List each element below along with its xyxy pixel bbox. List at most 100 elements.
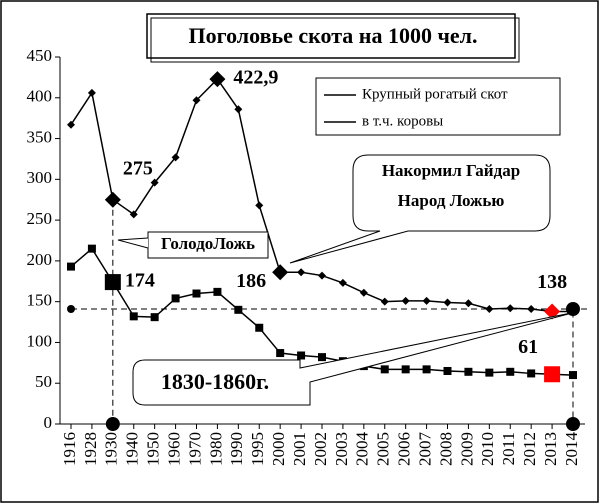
x-tick-label: 2005 <box>374 432 393 466</box>
marker <box>255 323 264 332</box>
x-tick-label: 2004 <box>353 432 372 467</box>
chart-title: Поголовье скота на 1000 чел. <box>189 23 478 48</box>
marker <box>485 305 494 314</box>
marker <box>297 351 306 360</box>
y-tick-label: 450 <box>27 46 53 65</box>
marker <box>544 366 561 383</box>
x-tick-label: 1995 <box>248 432 267 466</box>
marker <box>359 288 368 297</box>
reference-dot <box>67 305 75 314</box>
y-tick-label: 100 <box>27 331 53 350</box>
y-tick-label: 250 <box>27 209 53 228</box>
marker <box>318 353 326 362</box>
data-label: 61 <box>518 336 538 358</box>
x-tick-label: 2001 <box>290 432 309 466</box>
x-tick-label: 2006 <box>395 432 414 466</box>
marker <box>192 289 201 298</box>
x-tick-label: 1940 <box>123 432 142 466</box>
x-tick-label: 2014 <box>562 432 581 467</box>
marker <box>422 296 431 305</box>
marker <box>422 365 431 374</box>
marker <box>67 262 75 271</box>
marker <box>150 178 159 187</box>
data-label: 138 <box>537 271 567 293</box>
x-tick-label: 1990 <box>227 432 246 466</box>
x-tick-label: 1980 <box>206 432 225 466</box>
y-tick-label: 400 <box>27 87 53 106</box>
marker <box>150 313 159 322</box>
marker <box>104 274 121 291</box>
legend-label: в т.ч. коровы <box>362 113 443 129</box>
marker <box>506 304 515 313</box>
marker <box>234 305 243 314</box>
marker <box>544 303 561 320</box>
marker <box>464 299 473 308</box>
marker <box>87 88 96 97</box>
y-tick-label: 150 <box>27 291 53 310</box>
axis-dot <box>566 417 580 431</box>
title-box <box>146 13 516 59</box>
marker <box>485 368 494 377</box>
x-tick-label: 1928 <box>81 432 100 466</box>
data-label: 275 <box>123 157 153 179</box>
marker <box>209 71 226 88</box>
data-label: 186 <box>236 270 266 292</box>
legend <box>315 77 561 136</box>
marker <box>401 365 410 374</box>
marker <box>318 271 326 280</box>
x-tick-label: 2011 <box>499 432 518 465</box>
marker <box>527 305 536 314</box>
x-tick-label: 2008 <box>436 432 455 466</box>
x-tick-label: 2010 <box>478 432 497 466</box>
x-tick-label: 1960 <box>164 432 183 466</box>
marker <box>272 264 289 281</box>
annotation: 1830-1860г. <box>161 369 269 394</box>
marker <box>255 201 264 210</box>
marker <box>297 268 306 277</box>
title-shadow <box>150 17 520 63</box>
marker <box>527 369 536 378</box>
x-tick-label: 2013 <box>541 432 560 466</box>
x-tick-label: 2007 <box>415 432 434 467</box>
x-tick-label: 2012 <box>520 432 539 466</box>
marker <box>234 105 243 114</box>
marker <box>104 191 121 208</box>
marker <box>129 312 138 321</box>
marker <box>464 367 473 376</box>
data-label: 422,9 <box>233 67 278 89</box>
callout-pointer <box>117 237 149 249</box>
y-tick-label: 0 <box>44 413 53 432</box>
axis-dot <box>105 417 120 431</box>
x-tick-label: 2000 <box>269 432 288 466</box>
x-tick-label: 1930 <box>102 432 121 466</box>
legend-label: Крупный рогатый скот <box>362 86 508 102</box>
x-tick-label: 1916 <box>60 432 79 466</box>
x-tick-label: 1950 <box>144 432 163 466</box>
marker <box>171 294 180 303</box>
marker <box>380 365 389 374</box>
marker <box>192 96 201 105</box>
y-tick-label: 200 <box>27 250 53 269</box>
annotation: Накормил Гайдар <box>382 161 520 180</box>
annotation: ГолодоЛожь <box>161 234 255 253</box>
marker <box>443 366 452 375</box>
marker <box>569 371 577 380</box>
marker <box>380 297 389 306</box>
marker <box>129 210 138 219</box>
marker <box>506 367 515 376</box>
x-tick-label: 2003 <box>332 432 351 466</box>
callout-box <box>132 311 577 406</box>
callout-box <box>289 154 551 264</box>
marker <box>276 349 285 358</box>
y-tick-label: 50 <box>35 372 52 391</box>
marker <box>443 298 452 307</box>
marker <box>87 244 96 253</box>
marker <box>171 153 180 162</box>
marker <box>67 120 75 129</box>
annotation: Народ Ложью <box>398 191 505 210</box>
data-label: 174 <box>125 270 155 292</box>
y-tick-label: 300 <box>27 168 53 187</box>
y-tick-label: 350 <box>27 127 53 146</box>
marker <box>213 287 222 296</box>
